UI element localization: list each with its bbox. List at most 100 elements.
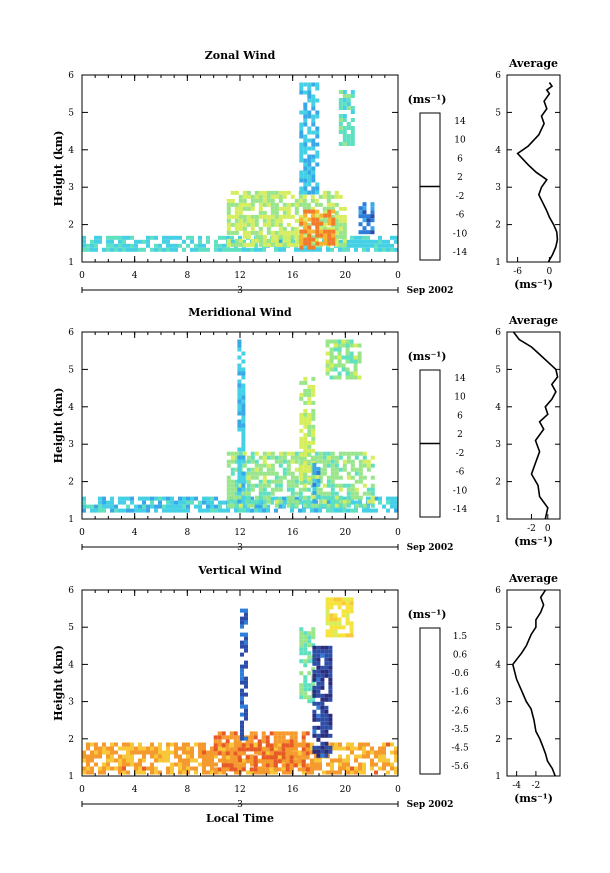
heatmap-cell <box>322 491 327 496</box>
heatmap-cell <box>134 239 138 244</box>
heatmap-cell <box>154 754 158 759</box>
heatmap-cell <box>354 243 358 248</box>
heatmap-cell <box>110 758 114 763</box>
heatmap-cell <box>318 471 323 476</box>
heatmap-cell <box>354 770 358 775</box>
heatmap-cell <box>286 754 290 759</box>
heatmap-cell <box>270 194 275 199</box>
y-tick-label: 5 <box>68 108 74 118</box>
heatmap-cell <box>154 247 158 252</box>
heatmap-cell <box>226 235 230 240</box>
heatmap-cell <box>325 367 330 372</box>
heatmap-cell <box>270 230 275 235</box>
heatmap-cell <box>310 742 314 747</box>
heatmap-cell <box>234 455 239 460</box>
heatmap-cell <box>246 499 251 504</box>
heatmap-cell <box>250 508 254 513</box>
heatmap-cell <box>246 190 251 195</box>
heatmap-cell <box>286 222 291 227</box>
heatmap-cell <box>354 495 359 500</box>
heatmap-cell <box>338 455 343 460</box>
heatmap-cell <box>237 379 242 384</box>
heatmap-cell <box>358 222 363 227</box>
heatmap-cell <box>254 218 259 223</box>
heatmap-cell <box>217 767 222 772</box>
heatmap-cell <box>390 235 394 240</box>
profile-title: Average <box>508 57 558 70</box>
heatmap-cell <box>311 142 316 147</box>
heatmap-cell <box>244 640 248 645</box>
heatmap-cell <box>314 754 318 759</box>
heatmap-cell <box>325 343 330 348</box>
profile-line <box>512 331 559 520</box>
heatmap-cell <box>334 210 339 215</box>
heatmap-cell <box>266 198 271 203</box>
heatmap-cell <box>312 725 317 730</box>
heatmap-cell <box>303 190 308 195</box>
heatmap-cell <box>246 194 251 199</box>
heatmap-cell <box>382 750 386 755</box>
heatmap-cell <box>320 653 325 658</box>
heatmap-cell <box>345 605 350 610</box>
heatmap-cell <box>322 210 327 215</box>
heatmap-cell <box>299 444 304 449</box>
heatmap-cell <box>307 126 312 131</box>
heatmap-cell <box>337 343 342 348</box>
profile-y-tick-label: 1 <box>495 772 501 782</box>
heatmap-cell <box>102 496 106 501</box>
heatmap-cell <box>244 608 248 613</box>
heatmap-cell <box>240 652 244 657</box>
heatmap-cell <box>234 770 238 775</box>
heatmap-cell <box>242 194 247 199</box>
heatmap-cell <box>299 237 304 242</box>
heatmap-cell <box>285 743 290 748</box>
x-tick-label: 20 <box>340 528 352 538</box>
x-tick-label: 8 <box>184 528 190 538</box>
heatmap-cell <box>331 233 336 238</box>
heatmap-cell <box>307 162 312 167</box>
heatmap-cell <box>198 746 202 751</box>
heatmap-cell <box>222 766 226 771</box>
heatmap-cell <box>307 655 312 660</box>
heatmap-cell <box>362 206 367 211</box>
heatmap-cell <box>229 731 234 736</box>
heatmap-cell <box>311 683 316 688</box>
heatmap-cell <box>322 455 327 460</box>
heatmap-cell <box>146 746 150 751</box>
heatmap-cell <box>346 455 351 460</box>
heatmap-cell <box>394 508 398 513</box>
heatmap-cell <box>299 154 304 159</box>
heatmap-cell <box>329 351 334 356</box>
heatmap-cell <box>158 504 162 509</box>
heatmap-cell <box>234 230 239 235</box>
heatmap-cell <box>282 210 287 215</box>
heatmap-cell <box>282 238 287 243</box>
heatmap-cell <box>320 685 325 690</box>
heatmap-cell <box>142 508 146 513</box>
heatmap-cell <box>299 635 304 640</box>
heatmap-cell <box>302 487 307 492</box>
heatmap-cell <box>302 754 306 759</box>
heatmap-cell <box>281 731 286 736</box>
heatmap-cell <box>202 746 206 751</box>
heatmap-cell <box>302 234 307 239</box>
x-tick-label: 4 <box>132 785 138 795</box>
heatmap-cell <box>338 495 343 500</box>
heatmap-cell <box>218 746 222 751</box>
heatmap-cell <box>322 471 327 476</box>
heatmap-cell <box>311 154 316 159</box>
heatmap-cell <box>305 755 310 760</box>
heatmap-cell <box>314 766 318 771</box>
profile-frame <box>506 331 561 520</box>
heatmap-cell <box>233 755 238 760</box>
heatmap-cell <box>226 479 231 484</box>
heatmap-cell <box>294 483 299 488</box>
heatmap-cell <box>122 770 126 775</box>
heatmap-cell <box>286 495 291 500</box>
heatmap-cell <box>311 158 316 163</box>
heatmap-cell <box>174 508 178 513</box>
heatmap-cell <box>234 238 239 243</box>
heatmap-cell <box>110 500 114 505</box>
heatmap-cell <box>318 226 323 231</box>
heatmap-cell <box>333 363 338 368</box>
